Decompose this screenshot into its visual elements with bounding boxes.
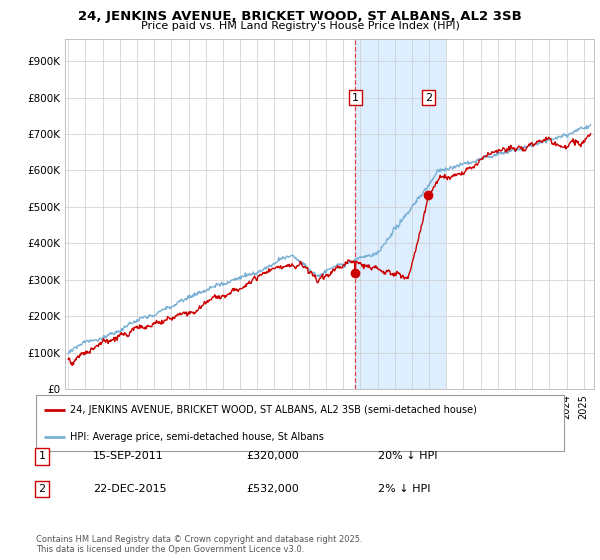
Text: £532,000: £532,000 [246,484,299,494]
Text: £320,000: £320,000 [246,451,299,461]
Text: 20% ↓ HPI: 20% ↓ HPI [378,451,437,461]
Text: 24, JENKINS AVENUE, BRICKET WOOD, ST ALBANS, AL2 3SB: 24, JENKINS AVENUE, BRICKET WOOD, ST ALB… [78,10,522,23]
Text: HPI: Average price, semi-detached house, St Albans: HPI: Average price, semi-detached house,… [70,432,324,442]
Text: 1: 1 [38,451,46,461]
Text: 2: 2 [425,92,432,102]
Text: 15-SEP-2011: 15-SEP-2011 [93,451,164,461]
Text: 22-DEC-2015: 22-DEC-2015 [93,484,167,494]
Text: 2: 2 [38,484,46,494]
Text: 2% ↓ HPI: 2% ↓ HPI [378,484,431,494]
Text: 24, JENKINS AVENUE, BRICKET WOOD, ST ALBANS, AL2 3SB (semi-detached house): 24, JENKINS AVENUE, BRICKET WOOD, ST ALB… [70,405,477,416]
FancyBboxPatch shape [36,395,564,451]
Text: 1: 1 [352,92,359,102]
Text: Contains HM Land Registry data © Crown copyright and database right 2025.
This d: Contains HM Land Registry data © Crown c… [36,535,362,554]
Text: Price paid vs. HM Land Registry's House Price Index (HPI): Price paid vs. HM Land Registry's House … [140,21,460,31]
Bar [355,39,445,389]
